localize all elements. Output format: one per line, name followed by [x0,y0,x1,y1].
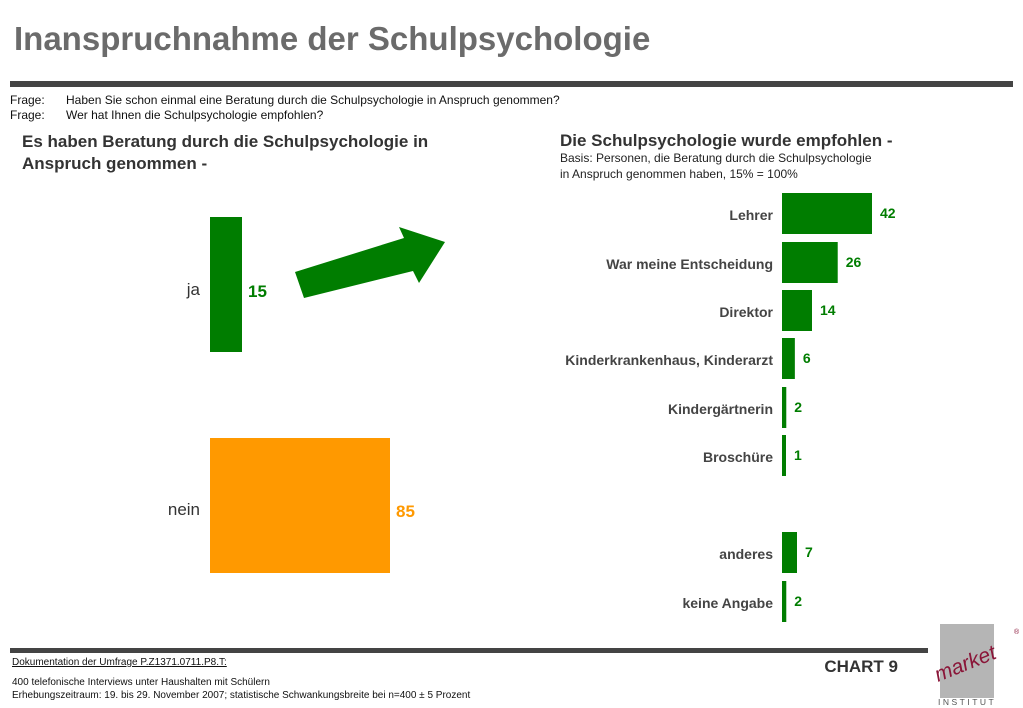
question-text-2: Wer hat Ihnen die Schulpsychologie empfo… [66,108,324,122]
right-bar-7 [782,581,787,622]
right-category-label-3: Kinderkrankenhaus, Kinderarzt [565,352,773,368]
right-value-label-1: 26 [846,254,862,270]
right-chart-basis-line-2: in Anspruch genommen haben, 15% = 100% [560,167,798,181]
top-divider [10,81,1013,87]
right-value-label-2: 14 [820,302,836,318]
right-category-label-1: War meine Entscheidung [606,256,773,272]
right-bar-6 [782,532,797,573]
right-value-label-5: 1 [794,447,802,463]
logo-square [940,624,994,698]
right-category-label-7: keine Angabe [682,595,773,611]
left-value-label-nein: 85 [396,502,415,521]
logo-registered-mark: ® [1014,628,1020,636]
right-chart-basis-line-1: Basis: Personen, die Beratung durch die … [560,151,872,165]
question-text-1: Haben Sie schon einmal eine Beratung dur… [66,93,560,107]
left-bar-nein [210,438,390,573]
question-label-1: Frage: [10,93,45,107]
right-bar-3 [782,338,795,379]
right-value-label-7: 2 [794,593,802,609]
footer-period-info: Erhebungszeitraum: 19. bis 29. November … [12,690,471,701]
right-bar-1 [782,242,838,283]
footer-sample-info: 400 telefonische Interviews unter Hausha… [12,677,270,688]
right-value-label-4: 2 [794,399,802,415]
right-bar-0 [782,193,872,234]
right-category-label-5: Broschüre [703,449,773,465]
right-category-label-4: Kindergärtnerin [668,401,773,417]
right-category-label-0: Lehrer [729,207,773,223]
left-category-label-ja: ja [186,280,201,299]
right-value-label-6: 7 [805,544,813,560]
documentation-link[interactable]: Dokumentation der Umfrage P.Z1371.0711.P… [12,657,227,668]
left-chart-title: Es haben Beratung durch die Schulpsychol… [22,132,429,173]
right-bar-4 [782,387,787,428]
market-institut-logo: market ® INSTITUT [931,624,1020,707]
right-value-label-3: 6 [803,350,811,366]
page-title: Inanspruchnahme der Schulpsychologie [14,20,651,57]
question-label-2: Frage: [10,108,45,122]
right-bar-2 [782,290,812,331]
logo-subtext: INSTITUT [938,697,996,707]
right-value-label-0: 42 [880,205,896,221]
chart-number: CHART 9 [824,657,898,676]
right-category-label-6: anderes [719,546,773,562]
left-category-label-nein: nein [168,500,200,519]
right-category-label-2: Direktor [719,304,773,320]
bottom-divider [10,648,928,653]
left-bar-ja [210,217,242,352]
right-chart-title: Die Schulpsychologie wurde empfohlen - [560,131,893,150]
arrow-icon [295,227,445,298]
left-value-label-ja: 15 [248,282,267,301]
right-bar-5 [782,435,786,476]
